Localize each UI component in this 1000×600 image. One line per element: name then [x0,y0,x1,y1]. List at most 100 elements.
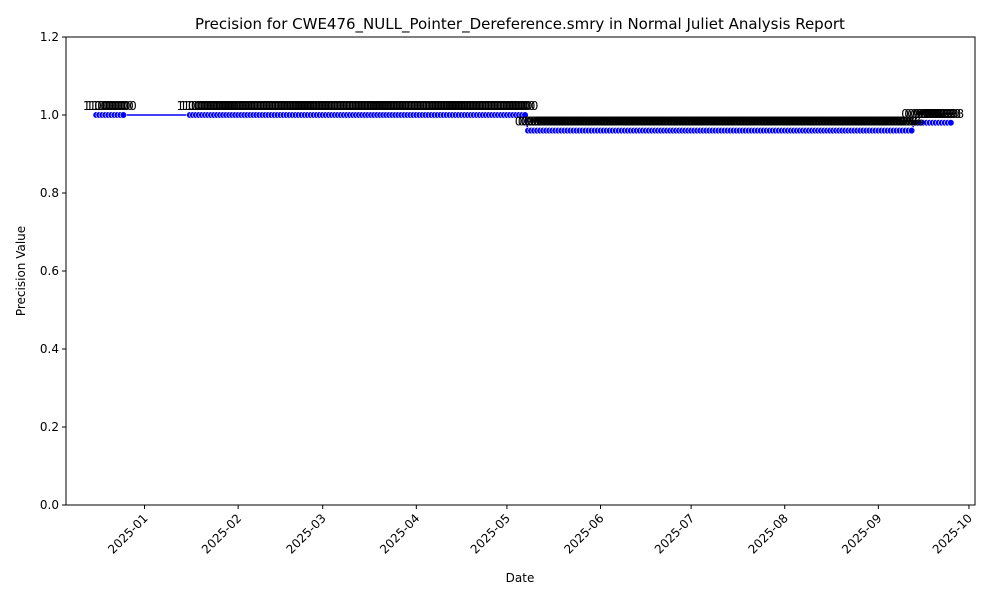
data-label: 1.00 [457,99,484,113]
data-label: 1.00 [400,99,427,113]
data-label: 1.00 [349,99,376,113]
data-label: 1.00 [270,99,297,113]
data-label: 1.00 [463,99,490,113]
data-label: 1.00 [198,99,225,113]
x-tick-label: 2025-03 [283,511,328,556]
data-label: 0.96 [853,115,880,129]
data-label: 0.96 [545,115,572,129]
data-label: 0.98 [922,107,949,121]
data-label: 0.96 [569,115,596,129]
data-label: 0.98 [910,107,937,121]
data-label: 0.96 [880,115,907,129]
data-label: 0.96 [542,115,569,129]
data-label: 0.96 [566,115,593,129]
data-label: 1.00 [243,99,270,113]
data-label: 0.96 [771,115,798,129]
data-label: 1.00 [195,99,222,113]
data-label: 1.00 [394,99,421,113]
x-tick-label: 2025-02 [199,511,244,556]
data-label: 1.00 [234,99,261,113]
data-label: 1.00 [201,99,228,113]
data-label: 1.00 [104,99,131,113]
data-label: 0.96 [892,115,919,129]
data-label: 0.98 [919,107,946,121]
data-label: 0.96 [835,115,862,129]
data-label: 0.96 [684,115,711,129]
data-label: 0.96 [572,115,599,129]
data-label: 1.00 [237,99,264,113]
data-label: 0.96 [593,115,620,129]
data-label: 1.00 [267,99,294,113]
data-label: 1.00 [491,99,518,113]
x-tick-label: 2025-04 [377,511,422,556]
data-label: 1.00 [379,99,406,113]
data-label: 0.96 [859,115,886,129]
data-label: 1.00 [460,99,487,113]
data-label: 0.96 [793,115,820,129]
data-label: 1.00 [488,99,515,113]
data-label: 1.00 [469,99,496,113]
data-label: 0.96 [738,115,765,129]
data-label: 1.00 [324,99,351,113]
data-label: 0.96 [886,115,913,129]
data-label: 0.96 [856,115,883,129]
data-label: 0.96 [820,115,847,129]
data-label: 1.00 [303,99,330,113]
data-label: 1.00 [373,99,400,113]
data-label: 0.96 [762,115,789,129]
data-label: 1.00 [204,99,231,113]
data-label: 0.96 [735,115,762,129]
data-label: 0.96 [744,115,771,129]
data-label: 0.96 [563,115,590,129]
data-label: 0.98 [928,107,955,121]
data-label: 1.00 [340,99,367,113]
data-label: 1.00 [472,99,499,113]
data-label: 0.96 [895,115,922,129]
data-label: 0.96 [871,115,898,129]
data-label: 1.00 [367,99,394,113]
data-label: 1.00 [385,99,412,113]
data-label: 0.96 [663,115,690,129]
data-label: 1.00 [110,99,137,113]
data-label: 1.00 [466,99,493,113]
data-label: 0.96 [817,115,844,129]
data-label: 1.00 [264,99,291,113]
data-label: 0.96 [560,115,587,129]
data-label: 1.00 [83,99,110,113]
y-tick-label: 0.8 [40,186,59,200]
data-label: 0.96 [790,115,817,129]
data-label: 1.00 [216,99,243,113]
data-label: 1.00 [333,99,360,113]
data-label: 0.96 [693,115,720,129]
data-label: 1.00 [297,99,324,113]
data-label: 0.98 [916,107,943,121]
data-label: 0.96 [868,115,895,129]
data-label: 1.00 [107,99,134,113]
data-label: 1.00 [213,99,240,113]
data-label: 1.00 [318,99,345,113]
data-label: 0.96 [832,115,859,129]
x-tick-label: 2025-10 [930,511,975,556]
data-label: 0.96 [747,115,774,129]
data-label: 0.96 [829,115,856,129]
data-label: 1.00 [189,99,216,113]
data-label: 0.96 [874,115,901,129]
data-label: 1.00 [352,99,379,113]
data-label: 0.98 [937,107,964,121]
data-label: 0.96 [587,115,614,129]
data-label: 0.96 [702,115,729,129]
data-label: 1.00 [506,99,533,113]
data-label: 1.00 [249,99,276,113]
data-label: 1.00 [192,99,219,113]
data-label: 0.96 [786,115,813,129]
x-tick-label: 2025-06 [561,511,606,556]
data-label: 0.96 [847,115,874,129]
data-label: 1.00 [412,99,439,113]
data-label: 1.00 [409,99,436,113]
data-label: 0.98 [907,107,934,121]
data-label: 1.00 [89,99,116,113]
data-label: 0.98 [934,107,961,121]
y-axis: 0.0 0.2 0.4 0.6 0.8 1.0 1.2 [40,30,66,512]
data-label: 0.98 [901,107,928,121]
